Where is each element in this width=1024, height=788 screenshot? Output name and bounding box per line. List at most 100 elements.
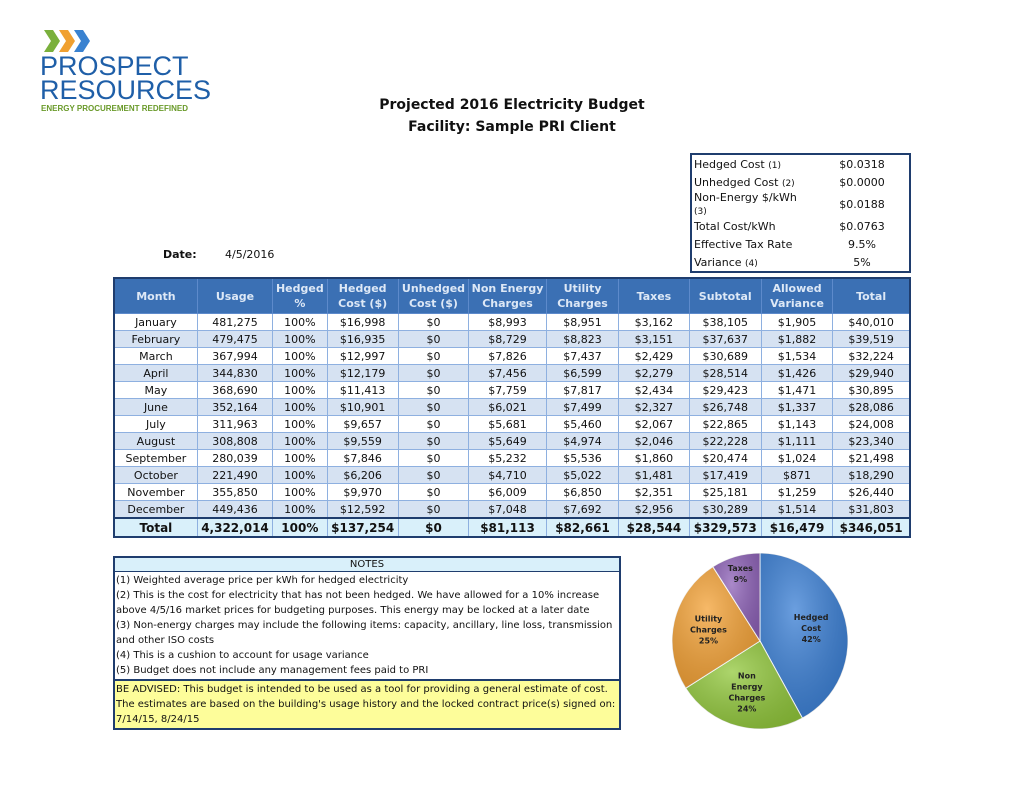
summary-label-text: Total Cost/kWh [694, 219, 776, 233]
table-cell: July [113, 415, 198, 433]
table-cell: $1,143 [760, 415, 834, 433]
table-row: July 311,963 100% $9,657 $0 $5,681 $5,460 $2,06… [113, 415, 911, 433]
table-cell: $0 [397, 364, 470, 382]
table-cell: 100% [272, 415, 328, 433]
summary-value: 5% [853, 255, 871, 269]
summary-note-ref: (3) [694, 207, 707, 217]
total-cell: $28,544 [618, 517, 690, 538]
logo [44, 30, 104, 56]
pie-label: 25% [699, 636, 718, 645]
table-cell: $9,970 [326, 483, 399, 501]
summary-label-text: Unhedged Cost [694, 175, 779, 189]
pie-label: Taxes [728, 564, 753, 573]
table-cell: $1,426 [760, 364, 834, 382]
table-cell: $6,009 [468, 483, 547, 501]
column-header: Allowed Variance [760, 277, 834, 314]
note-item: (4) This is a cushion to account for usa… [116, 650, 369, 661]
table-cell: $39,519 [832, 330, 911, 348]
table-row: August 308,808 100% $9,559 $0 $5,649 $4,974 $2,… [113, 432, 911, 450]
table-cell: November [113, 483, 198, 501]
column-header: Hedged Cost ($) [326, 277, 399, 314]
summary-label: Hedged Cost (1) [691, 154, 815, 173]
cost-pie-chart: Hedged Cost 42% Non Energy Charges 24% Utility C… [671, 552, 849, 730]
table-cell: $28,514 [688, 364, 762, 382]
column-header-text: Utility [563, 282, 602, 295]
column-header: Unhedged Cost ($) [397, 277, 470, 314]
table-cell: $0 [397, 381, 470, 399]
table-cell: $20,474 [688, 449, 762, 467]
table-row: October 221,490 100% $6,206 $0 $4,710 $5,022 $1… [113, 466, 911, 484]
table-cell: $2,434 [618, 381, 690, 399]
table-cell: 308,808 [196, 432, 274, 450]
table-cell: 100% [272, 330, 328, 348]
summary-label-text: Effective Tax Rate [694, 237, 793, 251]
summary-row: Total Cost/kWh $0.0763 [691, 217, 910, 235]
table-cell: $38,105 [688, 313, 762, 331]
note-item: (2) This is the cost for electricity tha… [116, 590, 600, 616]
table-cell: $10,901 [326, 398, 399, 416]
summary-row: Variance (4) 5% [691, 253, 910, 272]
table-cell: December [113, 500, 198, 519]
pie-label: 42% [802, 635, 821, 644]
table-cell: $1,481 [618, 466, 690, 484]
table-row: February 479,475 100% $16,935 $0 $8,729 $8,823… [113, 330, 911, 348]
total-cell: 100% [272, 517, 328, 538]
column-header: Month [113, 277, 198, 314]
table-cell: 311,963 [196, 415, 274, 433]
summary-note-ref: (2) [781, 178, 795, 189]
column-header-text: % [294, 297, 306, 310]
table-cell: $8,951 [545, 313, 620, 331]
pie-slice-shade [712, 553, 760, 641]
table-cell: January [113, 313, 198, 331]
summary-value: $0.0000 [839, 175, 885, 189]
table-cell: $6,850 [545, 483, 620, 501]
pie-label: Utility [695, 614, 723, 623]
logo-chevron [59, 30, 75, 52]
table-cell: $30,895 [832, 381, 911, 399]
table-cell: $1,534 [760, 347, 834, 365]
table-cell: $5,536 [545, 449, 620, 467]
table-cell: September [113, 449, 198, 467]
table-cell: 100% [272, 483, 328, 501]
table-cell: 449,436 [196, 500, 274, 519]
table-cell: $1,337 [760, 398, 834, 416]
facility-title: Facility: Sample PRI Client [408, 119, 616, 135]
logo-tagline: ENERGY PROCUREMENT REDEFINED [41, 104, 188, 113]
table-cell: $11,413 [326, 381, 399, 399]
table-cell: $1,024 [760, 449, 834, 467]
table-cell: $0 [397, 432, 470, 450]
summary-value: $0.0318 [839, 157, 885, 171]
table-cell: $22,865 [688, 415, 762, 433]
column-header-text: Allowed [772, 282, 822, 295]
table-cell: $3,162 [618, 313, 690, 331]
summary-label-text: Non-Energy $/kWh [694, 191, 797, 204]
logo-chevron [44, 30, 60, 52]
column-header-text: Month [136, 289, 176, 303]
page-title: Projected 2016 Electricity Budget [379, 97, 645, 113]
column-header-text: Total [856, 289, 887, 303]
table-cell: $9,657 [326, 415, 399, 433]
table-cell: $0 [397, 330, 470, 348]
table-cell: $30,689 [688, 347, 762, 365]
table-row: April 344,830 100% $12,179 $0 $7,456 $6,599 $2,… [113, 364, 911, 382]
table-cell: $4,710 [468, 466, 547, 484]
summary-row: Unhedged Cost (2) $0.0000 [691, 173, 910, 191]
table-cell: 100% [272, 398, 328, 416]
table-cell: $0 [397, 398, 470, 416]
summary-note-ref: (1) [768, 160, 781, 171]
notes-header: NOTES [115, 558, 619, 572]
table-cell: June [113, 398, 198, 416]
table-cell: $12,997 [326, 347, 399, 365]
logo-line1: PROSPECT [40, 51, 189, 81]
table-cell: $5,232 [468, 449, 547, 467]
summary-value: $0.0188 [839, 197, 885, 211]
table-row: January 481,275 100% $16,998 $0 $8,993 $8,951 $… [113, 313, 911, 331]
summary-table: Hedged Cost (1) $0.0318 Unhedged Cost (2) $… [690, 153, 911, 273]
table-cell: April [113, 364, 198, 382]
table-cell: March [113, 347, 198, 365]
column-header-text: Hedged [338, 282, 387, 295]
pie-label: Hedged [794, 613, 829, 622]
column-header-text: Variance [770, 297, 824, 310]
table-cell: 221,490 [196, 466, 274, 484]
